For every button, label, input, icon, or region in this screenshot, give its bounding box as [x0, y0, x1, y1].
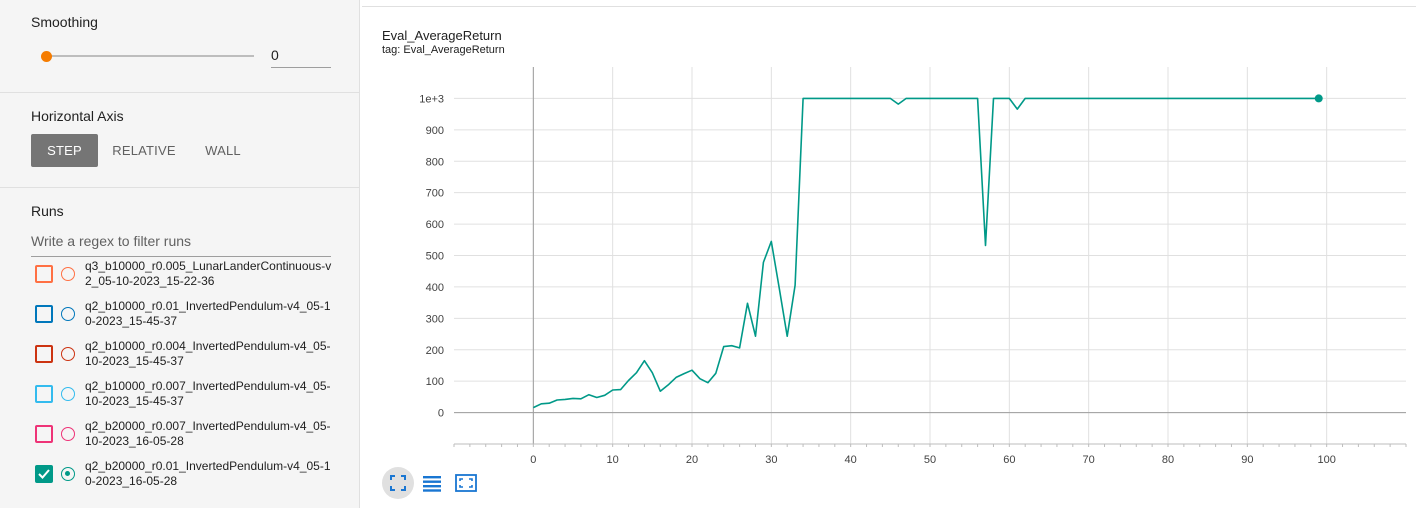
run-color-radio[interactable] [61, 347, 75, 361]
smoothing-title: Smoothing [31, 14, 98, 30]
run-filter-input[interactable]: Write a regex to filter runs [31, 233, 331, 257]
run-color-radio[interactable] [61, 467, 75, 481]
run-item[interactable]: q2_b10000_r0.01_InvertedPendulum-v4_05-1… [0, 294, 360, 334]
sidebar: Smoothing 0 Horizontal Axis STEP RELATIV… [0, 0, 360, 508]
y-tick-label: 800 [426, 156, 444, 168]
fit-domain-icon[interactable] [450, 467, 482, 499]
run-color-radio[interactable] [61, 427, 75, 441]
run-checkbox[interactable] [35, 465, 53, 483]
run-item[interactable]: q2_b20000_r0.01_InvertedPendulum-v4_05-1… [0, 454, 360, 494]
series-line [532, 97, 1319, 409]
line-chart[interactable]: 0 10 20 30 40 50 60 70 80 90 100 0 100 200 300 400 500 60… [362, 0, 1416, 470]
horizontal-axis-title: Horizontal Axis [31, 108, 124, 124]
x-tick-label: 20 [686, 454, 698, 466]
run-label: q2_b10000_r0.007_InvertedPendulum-v4_05-… [85, 379, 331, 408]
runs-title: Runs [31, 203, 64, 219]
chart-tag: tag: Eval_AverageReturn [382, 44, 505, 56]
chart-card: Eval_AverageReturn tag: Eval_AverageRetu… [362, 0, 1416, 508]
chart-toolbar [382, 467, 482, 499]
run-item[interactable]: q2_b10000_r0.007_InvertedPendulum-v4_05-… [0, 374, 360, 414]
y-tick-label: 600 [426, 219, 444, 231]
run-checkbox[interactable] [35, 345, 53, 363]
x-tick-label: 70 [1083, 454, 1095, 466]
run-checkbox[interactable] [35, 425, 53, 443]
run-item[interactable]: q2_b10000_r0.004_InvertedPendulum-v4_05-… [0, 334, 360, 374]
smoothing-slider-track[interactable] [46, 55, 254, 57]
run-label: q2_b10000_r0.004_InvertedPendulum-v4_05-… [85, 339, 331, 368]
y-tick-label: 300 [426, 313, 444, 325]
runs-section: Runs Write a regex to filter runs q3_b10… [0, 188, 360, 508]
x-tick-label: 0 [530, 454, 536, 466]
smoothing-section: Smoothing 0 [0, 0, 360, 93]
run-label: q2_b20000_r0.01_InvertedPendulum-v4_05-1… [85, 459, 331, 488]
x-tick-label: 100 [1317, 454, 1335, 466]
run-item[interactable]: q2_b20000_r0.007_InvertedPendulum-v4_05-… [0, 414, 360, 454]
y-tick-label: 700 [426, 188, 444, 200]
fullscreen-icon[interactable] [382, 467, 414, 499]
run-color-radio[interactable] [61, 307, 75, 321]
toggle-y-log-icon[interactable] [416, 467, 448, 499]
x-tick-label: 90 [1241, 454, 1253, 466]
relative-button[interactable]: RELATIVE [112, 143, 176, 158]
y-tick-label: 100 [426, 376, 444, 388]
x-tick-label: 30 [765, 454, 777, 466]
run-label: q2_b10000_r0.01_InvertedPendulum-v4_05-1… [85, 299, 331, 328]
series-endpoint [1314, 94, 1323, 103]
y-tick-label: 200 [426, 345, 444, 357]
smoothing-value-input[interactable]: 0 [271, 43, 331, 68]
run-color-radio[interactable] [61, 387, 75, 401]
horizontal-axis-toggle: STEP RELATIVE WALL [31, 134, 256, 167]
wall-button[interactable]: WALL [205, 143, 241, 158]
card-divider [362, 6, 1416, 7]
run-color-radio[interactable] [61, 267, 75, 281]
y-tick-label: 500 [426, 251, 444, 263]
run-checkbox[interactable] [35, 265, 53, 283]
x-tick-label: 80 [1162, 454, 1174, 466]
y-tick-label: 0 [438, 408, 444, 420]
horizontal-axis-section: Horizontal Axis STEP RELATIVE WALL [0, 93, 360, 188]
chart-title: Eval_AverageReturn [382, 28, 502, 43]
step-button[interactable]: STEP [31, 134, 98, 167]
run-label: q2_b20000_r0.007_InvertedPendulum-v4_05-… [85, 419, 331, 448]
run-label: q3_b10000_r0.005_LunarLanderContinuous-v… [85, 259, 332, 288]
run-checkbox[interactable] [35, 385, 53, 403]
x-tick-label: 40 [845, 454, 857, 466]
x-tick-label: 10 [607, 454, 619, 466]
x-tick-label: 60 [1003, 454, 1015, 466]
run-item[interactable]: q3_b10000_r0.005_LunarLanderContinuous-v… [0, 254, 360, 294]
y-tick-label: 400 [426, 282, 444, 294]
y-tick-label: 900 [426, 125, 444, 137]
run-checkbox[interactable] [35, 305, 53, 323]
smoothing-slider-thumb[interactable] [41, 51, 52, 62]
y-tick-label: 1e+3 [419, 93, 444, 105]
x-tick-label: 50 [924, 454, 936, 466]
